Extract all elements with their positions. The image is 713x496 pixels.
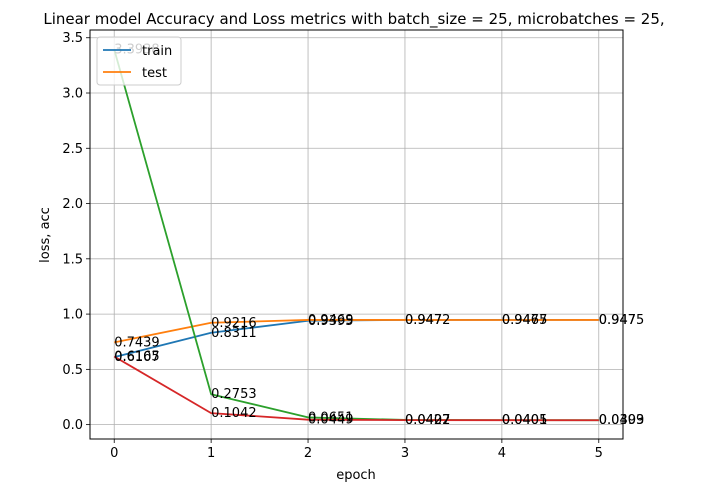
x-tick-label: 0 [110, 446, 118, 461]
test-acc-data-label: 0.7439 [114, 335, 159, 350]
y-tick-label: 3.0 [62, 87, 83, 102]
test-acc-data-label: 0.9216 [211, 316, 256, 331]
test-acc-data-label: 0.9469 [308, 313, 354, 328]
x-tick-label: 5 [595, 446, 603, 461]
legend-train-label: train [142, 44, 172, 59]
series-4-data-label: 0.0449 [308, 413, 354, 428]
plot-area-frame [89, 29, 624, 440]
series-4-data-label: 0.6165 [114, 349, 159, 364]
train-acc-data-label: 0.9395 [308, 314, 354, 329]
series-3-data-label: 0.0422 [405, 413, 451, 428]
test-acc-data-label: 0.9467 [502, 313, 548, 328]
series-3-data-label: 0.0405 [502, 413, 548, 428]
y-tick-label: 2.5 [62, 142, 83, 157]
legend: train test [96, 36, 182, 86]
series-3-data-label: 0.0651 [308, 410, 354, 425]
grid [90, 30, 623, 439]
y-tick-label: 3.5 [62, 31, 83, 46]
series-3-data-label: 0.0403 [599, 413, 645, 428]
series-4-data-label: 0.0401 [502, 413, 548, 428]
train-acc-data-label: 0.9475 [502, 313, 548, 328]
y-tick-label: 1.5 [62, 252, 83, 267]
series-4-line [113, 355, 599, 422]
test-acc-line [114, 319, 599, 344]
series-lines [113, 49, 599, 422]
x-tick-label: 2 [304, 446, 312, 461]
y-tick-label: 1.0 [62, 308, 83, 323]
test-acc-data-label: 0.947 [599, 313, 636, 328]
legend-test-label: test [142, 66, 167, 81]
series-4-data-label: 0.0407 [405, 413, 451, 428]
x-axis-label: epoch [336, 468, 376, 483]
series-4-data-label: 0.1042 [211, 406, 256, 421]
series-3-data-label: 0.2753 [211, 387, 256, 402]
series-4-data-label: 0.0399 [599, 413, 645, 428]
chart-title: Linear model Accuracy and Loss metrics w… [43, 10, 664, 29]
y-tick-label: 0.0 [62, 418, 83, 433]
y-tick-label: 0.5 [62, 363, 83, 378]
x-tick-label: 4 [498, 446, 506, 461]
train-acc-data-label: 0.947 [405, 313, 442, 328]
test-acc-data-label: 0.9472 [405, 313, 451, 328]
train-acc-data-label: 0.8311 [211, 326, 256, 341]
legend-box [96, 36, 182, 86]
y-tick-label: 2.0 [62, 197, 83, 212]
train-acc-data-label: 0.9475 [599, 313, 645, 328]
y-axis-label: loss, acc [38, 207, 53, 263]
axis-ticks: 0 1 2 3 4 5 0.0 0.5 1.0 1.5 2.0 2.5 3.0 3.5 [62, 31, 603, 461]
train-acc-data-label: 0.6107 [114, 350, 159, 365]
x-tick-label: 3 [401, 446, 409, 461]
x-tick-label: 1 [207, 446, 215, 461]
